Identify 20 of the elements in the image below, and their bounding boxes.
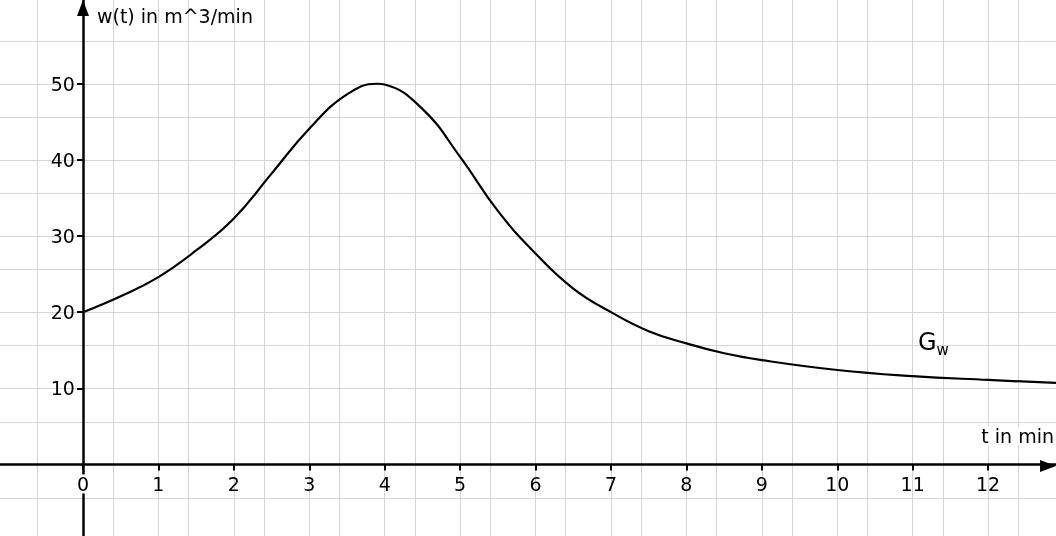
x-tick-label: 3 <box>303 472 316 495</box>
x-tick-label: 11 <box>900 472 925 495</box>
x-tick-label: 0 <box>76 472 90 495</box>
x-axis-title: t in min <box>981 424 1055 447</box>
y-tick-label: 10 <box>50 377 75 400</box>
x-tick-label: 9 <box>755 472 768 495</box>
y-axis-title: w(t) in m^3/min <box>96 4 253 27</box>
y-tick-label: 30 <box>50 225 75 248</box>
x-tick-label: 8 <box>680 472 693 495</box>
y-tick-label: 50 <box>50 72 75 95</box>
x-tick-label: 6 <box>529 472 542 495</box>
x-tick-label: 10 <box>825 472 850 495</box>
x-tick-label: 12 <box>976 472 1001 495</box>
x-tick-label: 2 <box>227 472 240 495</box>
y-tick-label: 40 <box>50 148 75 171</box>
x-tick-label: 1 <box>152 472 165 495</box>
x-tick-label: 7 <box>604 472 618 495</box>
y-tick-label: 20 <box>50 301 75 324</box>
x-tick-label: 4 <box>378 472 391 495</box>
x-tick-label: 5 <box>454 472 467 495</box>
